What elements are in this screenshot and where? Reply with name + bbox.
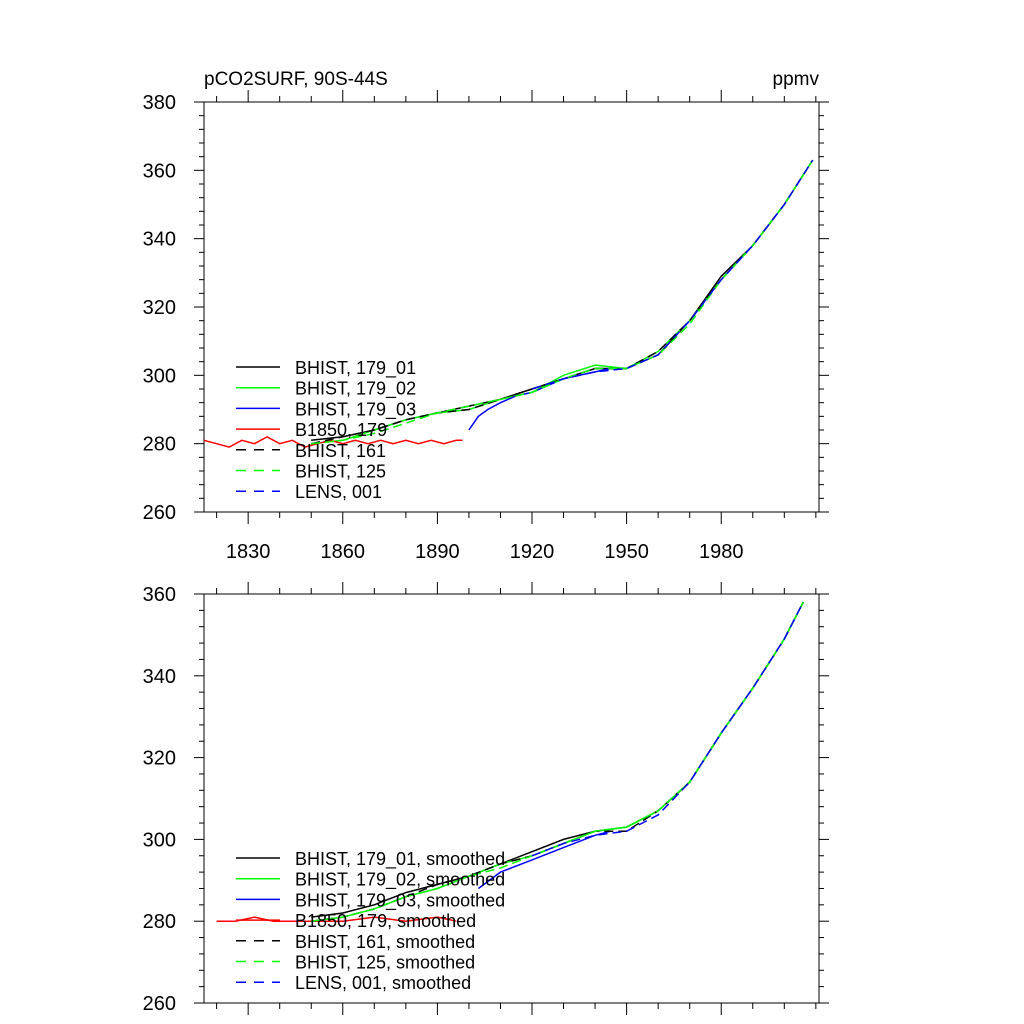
ytick-label-260: 260 xyxy=(143,502,176,524)
chart-title-right: ppmv xyxy=(773,69,820,90)
ytick-label-300: 300 xyxy=(143,829,176,851)
ytick-label-300: 300 xyxy=(143,365,176,387)
xtick-label-1890: 1890 xyxy=(415,541,460,563)
xtick-label-1860: 1860 xyxy=(321,541,366,563)
xtick-label-1950: 1950 xyxy=(604,541,649,563)
ytick-label-260: 260 xyxy=(143,993,176,1015)
legend-label-5: BHIST, 161, smoothed xyxy=(295,932,475,952)
ytick-label-320: 320 xyxy=(143,297,176,319)
legend-label-6: BHIST, 125 xyxy=(295,462,386,482)
ytick-label-280: 280 xyxy=(143,911,176,933)
legend-label-1: BHIST, 179_01, smoothed xyxy=(295,849,505,870)
series-line-3 xyxy=(468,367,611,431)
ytick-label-380: 380 xyxy=(143,92,176,114)
series-line-3 xyxy=(477,830,611,890)
legend-label-7: LENS, 001 xyxy=(295,482,382,502)
series-line-4 xyxy=(204,435,463,448)
xtick-label-1830: 1830 xyxy=(226,541,271,563)
legend-label-3: BHIST, 179_03 xyxy=(295,399,416,420)
legend-label-3: BHIST, 179_03, smoothed xyxy=(295,890,505,911)
chart-panel-1: 260 280 300 320 340 360 380 1830 1860 1890 1920 195… xyxy=(143,69,829,563)
legend-label-4: B1850, 179, smoothed xyxy=(295,911,476,931)
legend-label-6: BHIST, 125, smoothed xyxy=(295,953,475,973)
legend-label-5: BHIST, 161 xyxy=(295,441,386,461)
legend-label-1: BHIST, 179_01 xyxy=(295,358,416,379)
ytick-label-340: 340 xyxy=(143,666,176,688)
legend-label-2: BHIST, 179_02, smoothed xyxy=(295,870,505,891)
chart-title-left: pCO2SURF, 90S-44S xyxy=(204,69,388,90)
series-line-5 xyxy=(311,159,814,445)
ytick-label-320: 320 xyxy=(143,748,176,770)
xtick-label-1920: 1920 xyxy=(510,541,555,563)
plot-frame xyxy=(203,593,820,1004)
legend-label-7: LENS, 001, smoothed xyxy=(295,973,471,993)
xtick-label-1980: 1980 xyxy=(699,541,744,563)
series-line-6 xyxy=(311,601,804,922)
ytick-label-360: 360 xyxy=(143,160,176,182)
series-line-6 xyxy=(311,159,814,445)
legend-label-4: B1850, 179 xyxy=(295,420,387,440)
ytick-label-280: 280 xyxy=(143,434,176,456)
ytick-label-360: 360 xyxy=(143,584,176,606)
chart-panel-2: 260 280 300 320 340 360 BHIST, 179_01, smoothe… xyxy=(143,582,829,1015)
ytick-label-340: 340 xyxy=(143,229,176,251)
legend-label-2: BHIST, 179_02 xyxy=(295,379,416,400)
series-line-7 xyxy=(531,601,804,857)
series-line-7 xyxy=(531,159,814,390)
